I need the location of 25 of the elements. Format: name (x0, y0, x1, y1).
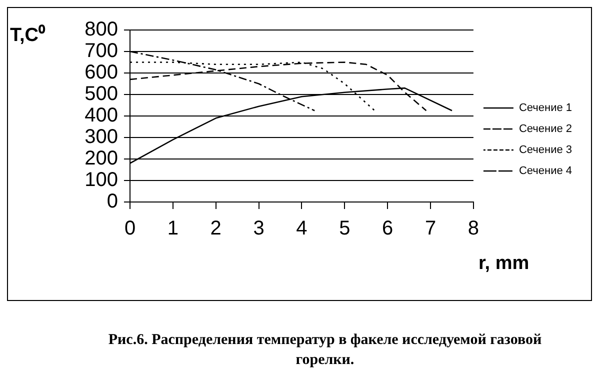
y-tick-label: 300 (84, 126, 118, 148)
y-tick-label: 200 (84, 148, 118, 170)
x-tick-label: 3 (253, 218, 264, 240)
y-axis-title: T,C⁰ (10, 24, 46, 46)
y-tick-label: 100 (84, 169, 118, 192)
legend-label: Сечение 3 (518, 144, 572, 156)
x-tick-label: 1 (167, 218, 178, 240)
x-tick-label: 4 (296, 218, 308, 240)
x-tick-label: 7 (424, 218, 436, 240)
x-tick-label: 2 (210, 218, 222, 240)
x-axis-title: r, mm (478, 253, 530, 274)
y-tick-label: 400 (84, 104, 118, 127)
legend-label: Сечение 4 (518, 165, 572, 178)
y-tick-label: 700 (84, 40, 118, 62)
text: Рис.6. Распределения температур в факеле исследуемой газовой горелки. (107, 331, 543, 370)
x-tick-label: 8 (468, 218, 480, 240)
x-tick-label: 0 (124, 218, 136, 240)
y-tick-label: 500 (84, 83, 118, 106)
y-tick-label: 0 (106, 190, 118, 213)
legend-label: Сечение 2 (518, 123, 572, 136)
y-tick-label: 600 (84, 62, 118, 84)
y-tick-label: 800 (84, 18, 118, 41)
legend-label: Сечение 1 (518, 102, 572, 114)
x-tick-label: 5 (339, 218, 350, 240)
x-tick-label: 6 (382, 218, 394, 240)
